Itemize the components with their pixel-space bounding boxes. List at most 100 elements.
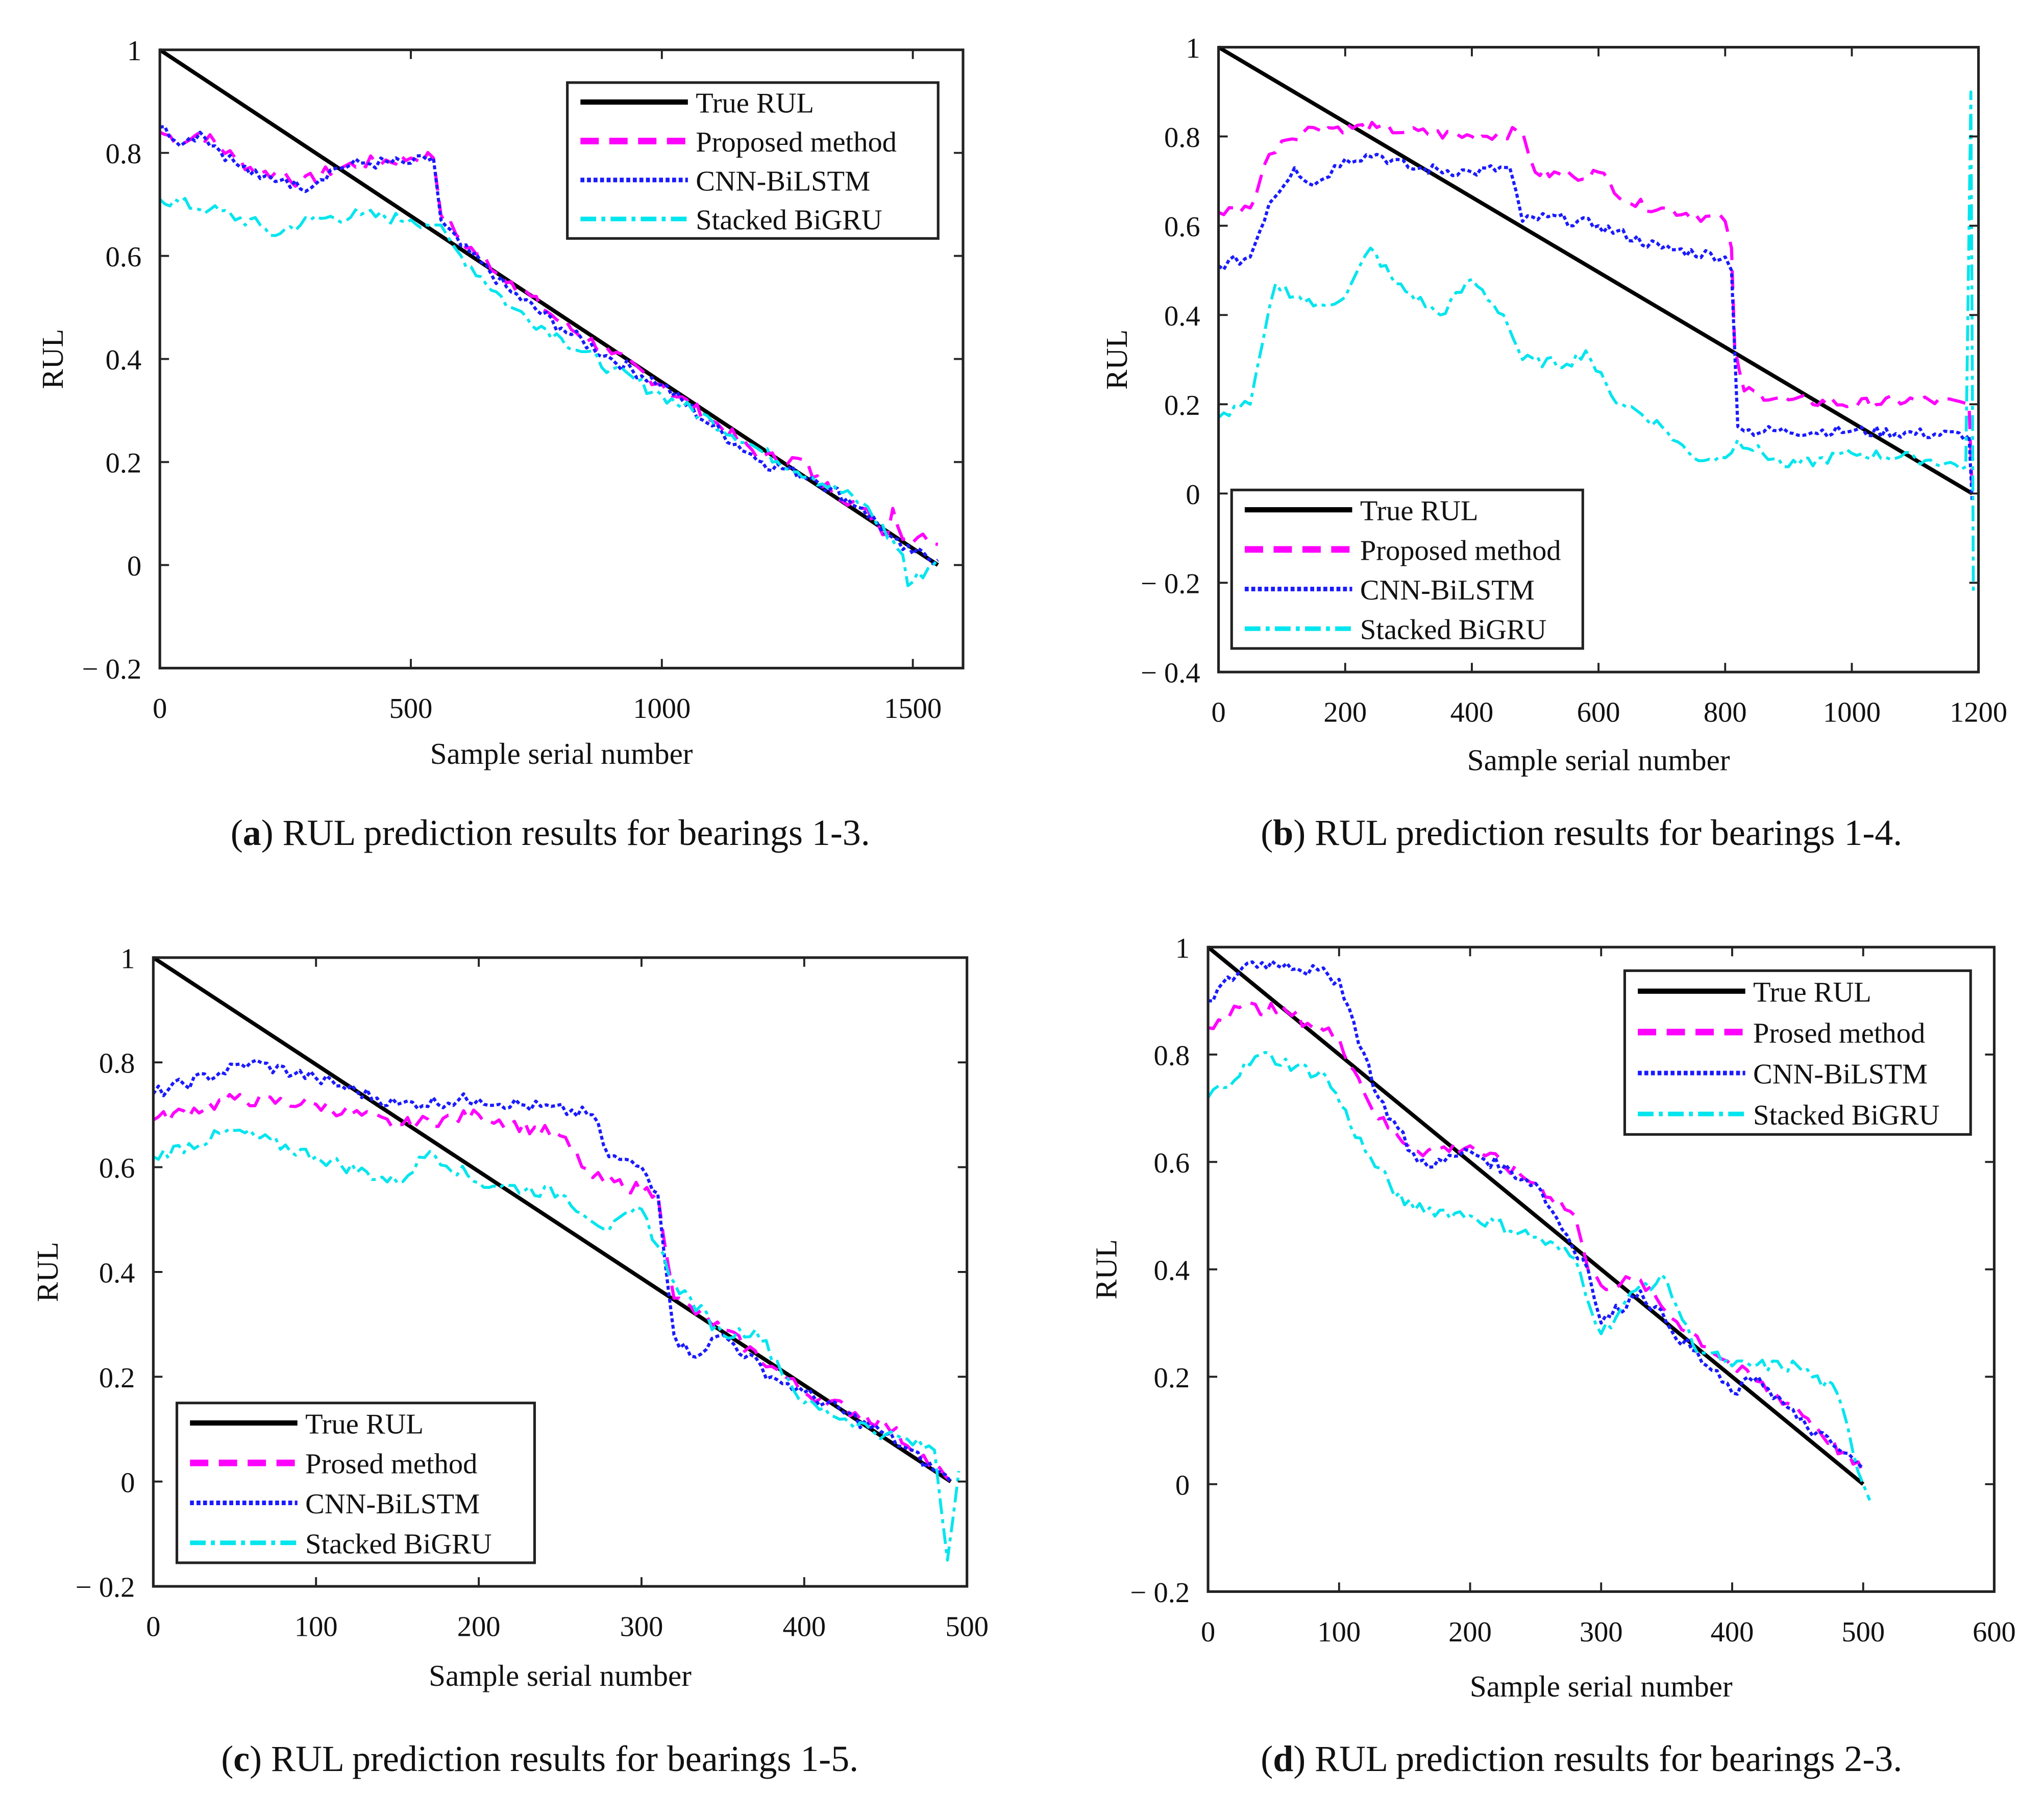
- y-tick-label: 0.4: [99, 1258, 135, 1289]
- x-tick-label: 200: [1323, 697, 1367, 729]
- legend-label: Stacked BiGRU: [1360, 614, 1546, 646]
- legend-label: CNN-BiLSTM: [305, 1488, 480, 1520]
- y-tick-label: 1: [120, 943, 135, 975]
- series-line-prosed-method: [152, 1093, 952, 1483]
- y-axis-label: RUL: [1089, 1239, 1123, 1300]
- x-axis-label: Sample serial number: [1470, 1669, 1733, 1703]
- legend: True RUL Prosed method CNN-BiLSTM Stacked B…: [176, 1402, 536, 1564]
- chart-panel-b: 0 200 400 600 800 1000 1200 − 0.4 − 0.2 0 0.2 0.4 0.…: [1100, 33, 2007, 853]
- y-tick-label: − 0.2: [1130, 1577, 1190, 1609]
- legend: True RUL Proposed method CNN-BiLSTM Stacked…: [566, 81, 940, 240]
- series-line-true-rul: [152, 956, 952, 1483]
- y-tick-label: 0.4: [1154, 1255, 1190, 1286]
- y-axis-label: RUL: [1100, 330, 1134, 390]
- legend-box: [566, 81, 940, 240]
- x-tick-label: 0: [146, 1611, 160, 1643]
- y-tick-label: 1: [1175, 933, 1190, 964]
- figure-caption: (b) RUL prediction results for bearings …: [1261, 812, 1902, 853]
- caption-text: ) RUL prediction results for bearings 1-…: [261, 812, 870, 853]
- series-line-cnn-bilstm: [159, 124, 939, 565]
- x-tick-label: 1500: [884, 693, 942, 725]
- legend-label: Proposed method: [1360, 535, 1561, 566]
- y-tick-label: 1: [127, 35, 141, 67]
- y-tick-label: 0.8: [1154, 1040, 1190, 1071]
- legend-label: Proposed method: [696, 127, 897, 158]
- caption-open: (: [221, 1738, 233, 1779]
- x-tick-label: 200: [1448, 1616, 1492, 1648]
- legend-label: Prosed method: [1753, 1017, 1925, 1049]
- y-tick-label: 0: [127, 551, 141, 582]
- series-line-true-rul: [159, 48, 939, 567]
- series-line-stacked-bigru: [1206, 1051, 1871, 1501]
- series-line-proposed-method: [159, 131, 939, 546]
- caption-text: ) RUL prediction results for bearings 1-…: [1293, 812, 1902, 853]
- y-tick-label: 0.2: [1154, 1362, 1190, 1394]
- x-tick-label: 0: [1211, 697, 1225, 729]
- legend-label: Stacked BiGRU: [1753, 1100, 1939, 1131]
- legend-label: Stacked BiGRU: [305, 1528, 491, 1560]
- x-tick-label: 400: [782, 1611, 826, 1643]
- y-tick-label: 0: [1186, 479, 1200, 511]
- x-tick-label: 1000: [1823, 697, 1881, 729]
- x-tick-label: 500: [945, 1611, 989, 1643]
- series-line-cnn-bilstm: [1217, 153, 1974, 503]
- legend-box: [1230, 488, 1584, 650]
- y-tick-label: 0.4: [106, 344, 142, 376]
- y-tick-label: 0.2: [106, 447, 142, 479]
- x-axis-label: Sample serial number: [430, 737, 693, 770]
- legend-box: [1623, 969, 1972, 1136]
- y-tick-label: 0.2: [99, 1362, 135, 1394]
- y-tick-label: 0.6: [1154, 1148, 1190, 1179]
- x-tick-label: 0: [1201, 1616, 1215, 1648]
- legend: True RUL Prosed method CNN-BiLSTM Stacked B…: [1623, 969, 1972, 1136]
- x-tick-label: 500: [1841, 1616, 1885, 1648]
- chart-panel-a: 0 500 1000 1500 − 0.2 0 0.2 0.4 0.6 0.8 1 Sample se…: [36, 35, 965, 853]
- y-tick-label: 0.8: [106, 138, 142, 170]
- series-line-cnn-bilstm: [152, 1058, 952, 1483]
- y-tick-label: 0.2: [1164, 390, 1200, 421]
- series-line-true-rul: [1217, 45, 1974, 495]
- x-tick-label: 400: [1711, 1616, 1754, 1648]
- series-line-proposed-method: [1218, 120, 1974, 494]
- y-tick-label: 0: [1175, 1469, 1190, 1501]
- y-tick-label: − 0.2: [82, 654, 142, 685]
- caption-letter: c: [233, 1738, 250, 1779]
- figure-caption: (c) RUL prediction results for bearings …: [221, 1738, 858, 1779]
- legend: True RUL Proposed method CNN-BiLSTM Stacked…: [1230, 488, 1584, 650]
- caption-open: (: [231, 812, 243, 853]
- x-axis-label: Sample serial number: [429, 1659, 692, 1692]
- figure-caption: (a) RUL prediction results for bearings …: [231, 812, 870, 853]
- series-line-stacked-bigru: [153, 1127, 961, 1562]
- y-tick-label: 0.6: [106, 241, 142, 273]
- legend-label: CNN-BiLSTM: [696, 165, 870, 197]
- y-tick-label: − 0.2: [1141, 568, 1200, 600]
- y-axis-label: RUL: [36, 329, 69, 389]
- y-tick-label: 0.8: [1164, 122, 1200, 154]
- caption-letter: a: [243, 812, 261, 853]
- y-tick-label: 0.4: [1164, 301, 1200, 332]
- caption-letter: b: [1273, 812, 1293, 853]
- y-tick-label: 1: [1186, 33, 1200, 64]
- x-tick-label: 1000: [633, 693, 691, 725]
- x-tick-label: 300: [1580, 1616, 1623, 1648]
- legend-label: CNN-BiLSTM: [1360, 575, 1535, 606]
- legend-label: True RUL: [1753, 977, 1871, 1008]
- x-tick-label: 200: [457, 1611, 501, 1643]
- y-tick-label: 0.6: [1164, 211, 1200, 243]
- legend-box: [176, 1402, 536, 1564]
- legend-label: Stacked BiGRU: [696, 205, 882, 236]
- x-tick-label: 400: [1450, 697, 1494, 729]
- chart-panel-d: 0 100 200 300 400 500 600 − 0.2 0 0.2 0.4 0.6 0.8 1 Sa…: [1089, 933, 2015, 1779]
- y-tick-label: − 0.2: [76, 1572, 135, 1604]
- chart-panel-c: 0 100 200 300 400 500 − 0.2 0 0.2 0.4 0.6 0.8 1 Sampl…: [31, 943, 989, 1779]
- y-tick-label: 0.8: [99, 1048, 135, 1080]
- x-axis-label: Sample serial number: [1467, 743, 1730, 777]
- y-tick-label: 0.6: [99, 1153, 135, 1184]
- x-tick-label: 100: [294, 1611, 338, 1643]
- legend-label: CNN-BiLSTM: [1753, 1059, 1928, 1090]
- figure-caption: (d) RUL prediction results for bearings …: [1261, 1738, 1902, 1779]
- legend-label: True RUL: [1360, 495, 1479, 527]
- series-line-stacked-bigru: [1217, 90, 1975, 592]
- caption-open: (: [1261, 1738, 1273, 1779]
